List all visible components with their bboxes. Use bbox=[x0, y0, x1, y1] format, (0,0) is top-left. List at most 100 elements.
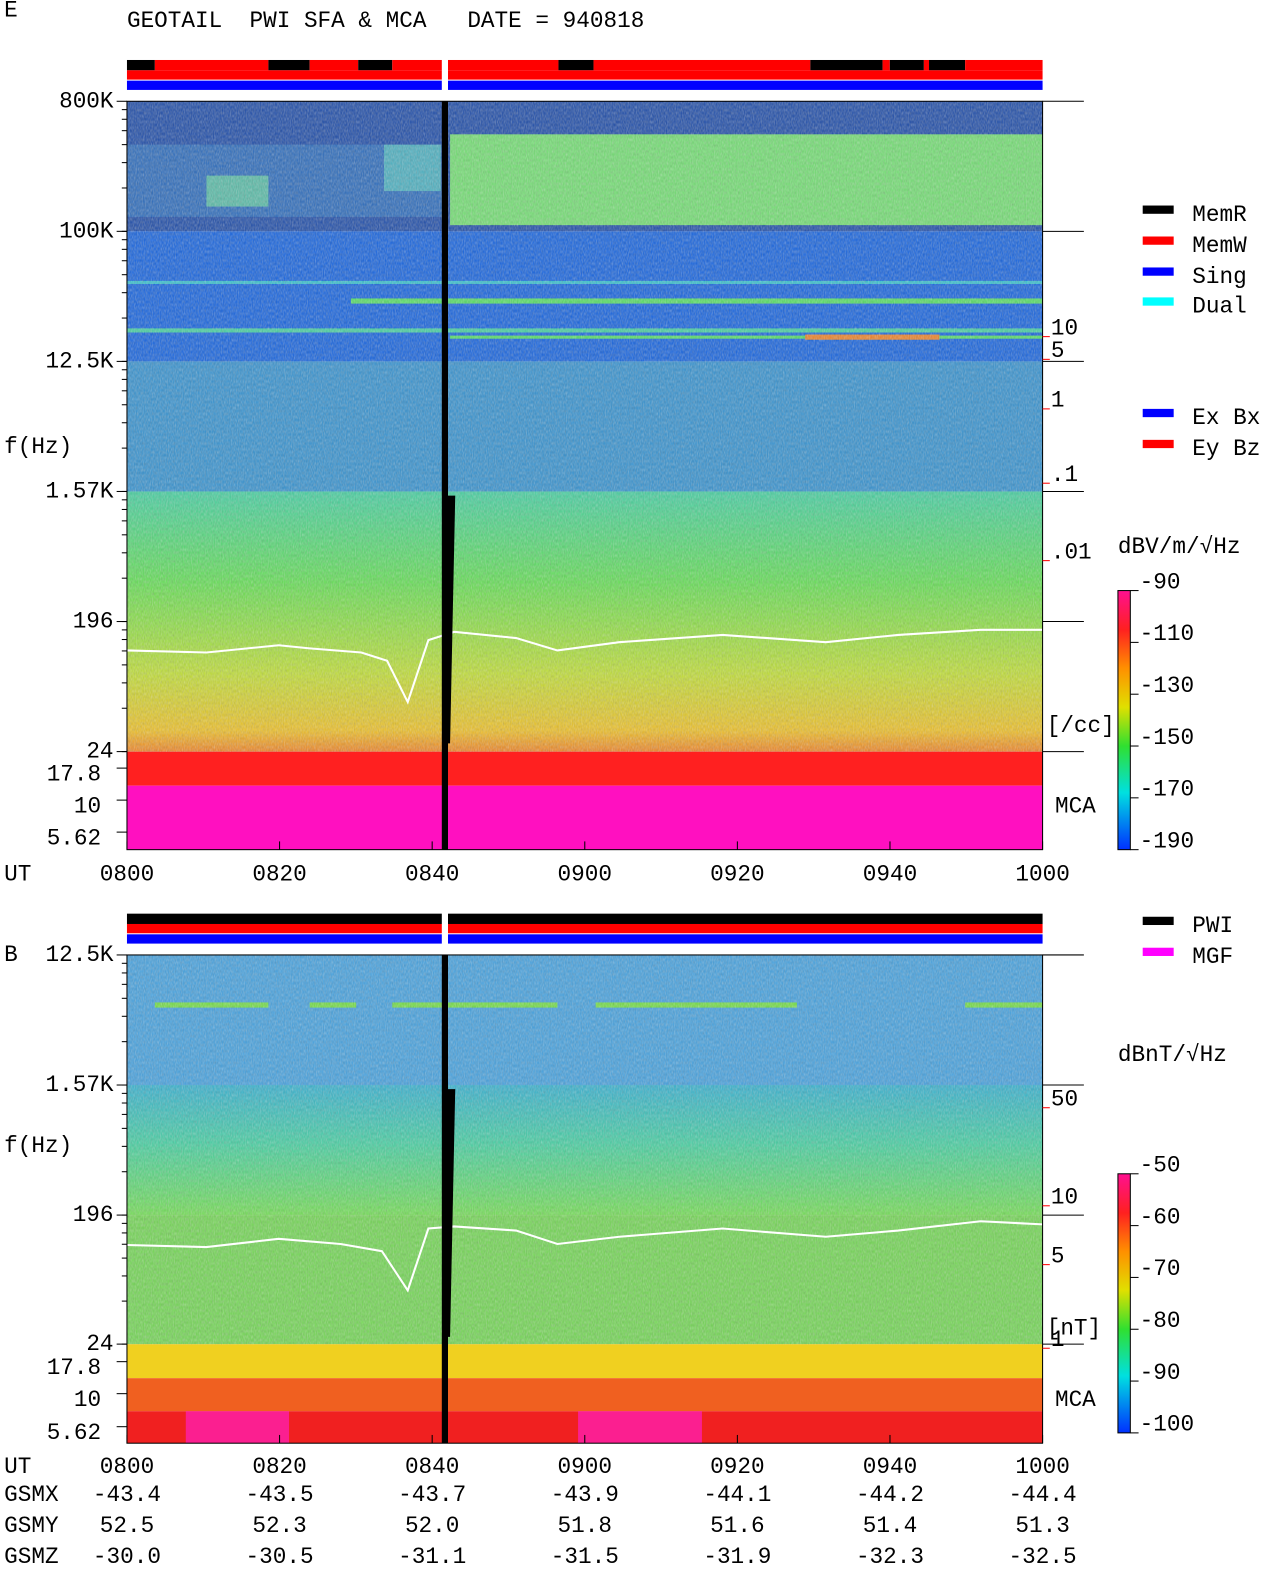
colorbar-tick-label: -150 bbox=[1140, 725, 1194, 751]
status-bar bbox=[126, 59, 155, 71]
status-bar bbox=[126, 923, 442, 934]
legend-swatch bbox=[1142, 916, 1174, 926]
x-tick-label: 0920 bbox=[710, 861, 764, 887]
x-tick-label: 0940 bbox=[863, 861, 917, 887]
colorbar-e bbox=[1117, 590, 1131, 850]
colorbar-tick-label: -70 bbox=[1140, 1256, 1181, 1282]
status-bar bbox=[882, 59, 890, 71]
orbit-row-label: GSMY bbox=[4, 1513, 59, 1539]
status-bar bbox=[126, 913, 442, 924]
status-bar bbox=[929, 59, 966, 71]
density-tick-label: 10 bbox=[1051, 1185, 1078, 1211]
x-axis-label: UT bbox=[4, 861, 31, 887]
orbit-value: 52.0 bbox=[405, 1513, 459, 1539]
status-bar bbox=[358, 59, 393, 71]
colorbar-tick-label: -170 bbox=[1140, 777, 1194, 803]
status-bar bbox=[923, 59, 930, 71]
mca-tick-label: 10 bbox=[74, 793, 101, 819]
status-bar bbox=[268, 59, 310, 71]
orbit-value: -30.0 bbox=[93, 1544, 161, 1570]
colorbar-tick-label: -130 bbox=[1140, 673, 1194, 699]
density-tick-label: 1 bbox=[1051, 388, 1065, 414]
y-tick-label: 12.5K bbox=[45, 942, 113, 968]
x-tick-label: 0800 bbox=[100, 1454, 154, 1480]
panel-label: B bbox=[4, 942, 18, 968]
orbit-row-label: GSMX bbox=[4, 1482, 59, 1508]
density-tick-label: 1 bbox=[1051, 1327, 1065, 1353]
orbit-value: -43.5 bbox=[246, 1482, 314, 1508]
colorbar-tick-label: -110 bbox=[1140, 621, 1194, 647]
status-bar bbox=[126, 80, 442, 90]
mca-tick-label: 17.8 bbox=[47, 1355, 101, 1381]
legend-label: Dual bbox=[1192, 294, 1246, 320]
y-tick-label: 196 bbox=[73, 609, 114, 635]
legend-swatch bbox=[1142, 205, 1174, 214]
legend-swatch bbox=[1142, 297, 1174, 306]
legend-swatch bbox=[1142, 408, 1174, 418]
legend-label: Ey Bz bbox=[1192, 436, 1260, 462]
density-unit: [nT] bbox=[1047, 1316, 1101, 1342]
orbit-value: -31.9 bbox=[703, 1544, 771, 1570]
legend-label: MemR bbox=[1192, 202, 1247, 228]
orbit-value: -44.1 bbox=[703, 1482, 771, 1508]
annotations: Ef(Hz)800K100K12.5K1.57K1962417.8105.621… bbox=[4, 0, 1260, 1570]
x-tick-label: 1000 bbox=[1015, 861, 1069, 887]
orbit-value: -43.7 bbox=[398, 1482, 466, 1508]
mca-tick-label: 10 bbox=[74, 1387, 101, 1413]
legend-label: Ex Bx bbox=[1192, 405, 1260, 431]
colorbar-frame bbox=[1117, 1173, 1131, 1434]
status-bar bbox=[126, 70, 442, 80]
orbit-value: 52.5 bbox=[100, 1513, 154, 1539]
status-bar bbox=[558, 59, 594, 71]
x-axis-label: UT bbox=[4, 1454, 31, 1480]
colorbar-tick-label: -80 bbox=[1140, 1308, 1181, 1334]
mca-tick-label: 17.8 bbox=[47, 761, 101, 787]
x-tick-label: 0820 bbox=[252, 861, 306, 887]
legend-label: MemW bbox=[1192, 233, 1247, 259]
legend-swatch bbox=[1142, 236, 1174, 245]
status-bar bbox=[448, 934, 1043, 944]
orbit-value: -32.5 bbox=[1009, 1544, 1077, 1570]
status-bar bbox=[448, 59, 559, 71]
legend-label: PWI bbox=[1192, 913, 1233, 939]
status-bar bbox=[448, 80, 1043, 90]
mca-label: MCA bbox=[1055, 1387, 1096, 1413]
density-unit: [/cc] bbox=[1047, 713, 1115, 739]
status-bar bbox=[448, 913, 1043, 924]
y-tick-label: 24 bbox=[86, 739, 113, 765]
colorbar-unit: dBnT/√Hz bbox=[1118, 1042, 1227, 1068]
spectrogram-b bbox=[126, 954, 1043, 1444]
legend-swatch bbox=[1142, 947, 1174, 956]
orbit-value: -30.5 bbox=[246, 1544, 314, 1570]
status-bar bbox=[810, 59, 883, 71]
status-bar bbox=[126, 934, 442, 944]
density-tick-label: 50 bbox=[1051, 1086, 1078, 1112]
status-bar bbox=[392, 59, 442, 71]
status-bar bbox=[448, 70, 1043, 80]
colorbar-tick-label: -50 bbox=[1140, 1153, 1181, 1179]
x-tick-label: 0800 bbox=[100, 861, 154, 887]
x-tick-label: 0840 bbox=[405, 861, 459, 887]
orbit-value: -44.2 bbox=[856, 1482, 924, 1508]
status-bar bbox=[309, 59, 359, 71]
x-tick-label: 1000 bbox=[1015, 1454, 1069, 1480]
x-tick-label: 0900 bbox=[558, 1454, 612, 1480]
status-bar bbox=[593, 59, 811, 71]
mca-tick-label: 5.62 bbox=[47, 1420, 101, 1446]
orbit-value: 52.3 bbox=[252, 1513, 306, 1539]
mca-label: MCA bbox=[1055, 793, 1096, 819]
orbit-value: -43.9 bbox=[551, 1482, 619, 1508]
y-tick-label: 1.57K bbox=[45, 1072, 113, 1098]
colorbar-tick-label: -60 bbox=[1140, 1204, 1181, 1230]
orbit-value: 51.6 bbox=[710, 1513, 764, 1539]
orbit-value: 51.8 bbox=[558, 1513, 612, 1539]
orbit-value: -31.5 bbox=[551, 1544, 619, 1570]
x-tick-label: 0920 bbox=[710, 1454, 764, 1480]
y-tick-label: 1.57K bbox=[45, 478, 113, 504]
y-tick-label: 196 bbox=[73, 1202, 114, 1228]
y-tick-label: 24 bbox=[86, 1331, 113, 1357]
y-axis-label: f(Hz) bbox=[4, 434, 72, 460]
orbit-row-label: GSMZ bbox=[4, 1544, 58, 1570]
legend-swatch bbox=[1142, 267, 1174, 276]
